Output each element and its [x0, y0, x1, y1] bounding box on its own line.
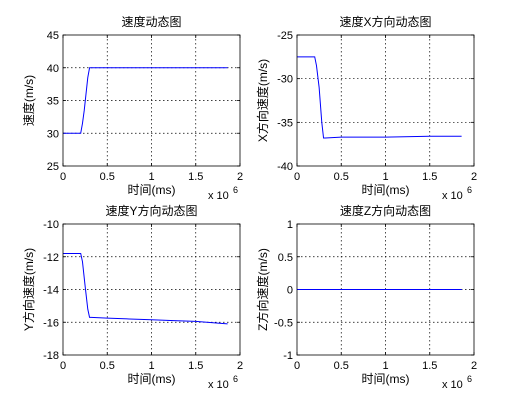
y-tick-label: 45 [47, 30, 59, 42]
x-tick-label: 1.5 [188, 171, 203, 183]
x-multiplier-exponent: 6 [233, 185, 238, 195]
x-tick-label: 0 [294, 360, 300, 372]
chart-title: 速度X方向动态图 [339, 14, 431, 29]
x-tick-label: 1.5 [422, 171, 437, 183]
series-line [63, 252, 228, 325]
y-tick-label: -10 [43, 219, 59, 231]
y-tick-label: 0.5 [278, 252, 293, 264]
x-multiplier-exponent: 6 [467, 185, 472, 195]
x-multiplier-exponent: 6 [467, 374, 472, 384]
y-tick-label: -18 [43, 350, 59, 362]
y-tick-label: 35 [47, 96, 59, 108]
y-axis-label: Z方向速度(m/s) [255, 248, 270, 331]
y-axis-label: 速度(m/s) [21, 75, 36, 126]
x-tick-label: 2 [237, 360, 243, 372]
x-tick-label: 1 [382, 171, 388, 183]
x-tick-label: 1.5 [422, 360, 437, 372]
x-tick-label: 0.5 [334, 171, 349, 183]
x-multiplier-label: x 10 [208, 190, 229, 202]
series-line [297, 56, 462, 139]
x-multiplier-exponent: 6 [233, 374, 238, 384]
axes-frame [296, 223, 475, 356]
y-tick-label: -16 [43, 317, 59, 329]
x-tick-label: 0.5 [100, 171, 115, 183]
x-axis-label: 时间(ms) [362, 372, 410, 386]
y-tick-label: 25 [47, 161, 59, 173]
y-tick-label: -12 [43, 252, 59, 264]
x-tick-label: 2 [237, 171, 243, 183]
y-tick-label: 30 [47, 128, 59, 140]
x-tick-label: 2 [471, 171, 477, 183]
y-axis-label: X方向速度(m/s) [255, 59, 270, 142]
y-axis-label: Y方向速度(m/s) [21, 248, 36, 331]
axes-frame [62, 223, 241, 356]
y-tick-label: -1 [283, 350, 293, 362]
y-tick-label: -35 [277, 117, 293, 129]
y-tick-label: -0.5 [274, 317, 293, 329]
x-tick-label: 1 [148, 171, 154, 183]
y-tick-label: -25 [277, 30, 293, 42]
x-axis-label: 时间(ms) [128, 183, 176, 197]
x-tick-label: 0.5 [334, 360, 349, 372]
x-tick-label: 2 [471, 360, 477, 372]
chart-title: 速度Y方向动态图 [105, 203, 197, 218]
x-multiplier-label: x 10 [208, 379, 229, 391]
chart-title: 速度Z方向动态图 [340, 203, 431, 218]
x-tick-label: 1.5 [188, 360, 203, 372]
series-line [63, 67, 228, 134]
y-tick-label: 40 [47, 63, 59, 75]
x-tick-label: 1 [382, 360, 388, 372]
x-tick-label: 0 [60, 360, 66, 372]
y-tick-label: -14 [43, 285, 59, 297]
axes-frame [296, 34, 475, 167]
y-tick-label: -40 [277, 161, 293, 173]
x-tick-label: 0 [60, 171, 66, 183]
x-multiplier-label: x 10 [442, 379, 463, 391]
y-tick-label: 0 [287, 285, 293, 297]
x-tick-label: 0.5 [100, 360, 115, 372]
x-tick-label: 0 [294, 171, 300, 183]
x-multiplier-label: x 10 [442, 190, 463, 202]
chart-title: 速度动态图 [121, 14, 181, 29]
axes-frame [62, 34, 241, 167]
x-tick-label: 1 [148, 360, 154, 372]
y-tick-label: 1 [287, 219, 293, 231]
y-tick-label: -30 [277, 74, 293, 86]
x-axis-label: 时间(ms) [128, 372, 176, 386]
x-axis-label: 时间(ms) [362, 183, 410, 197]
